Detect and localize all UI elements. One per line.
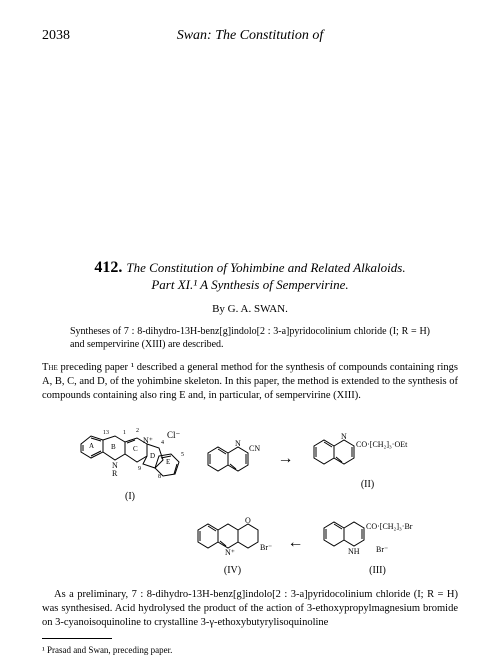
svg-text:5: 5	[181, 452, 184, 458]
label-III: (III)	[369, 565, 386, 576]
side-chain-II: CO·[CH₂]₃·OEt	[356, 440, 408, 449]
diagram-row-1: A B C D E N R N⁺ Cl⁻ 1 2 4 5 8 9 13 (I)	[73, 416, 428, 502]
abstract: Syntheses of 7 : 8-dihydro-13H-benz[g]in…	[70, 325, 430, 351]
author: By G. A. SWAN.	[42, 303, 458, 315]
title-line-2: Part XI.¹ A Synthesis of Sempervirine.	[42, 277, 458, 293]
counterion-Br-III: Br⁻	[376, 545, 388, 554]
chemical-diagrams: A B C D E N R N⁺ Cl⁻ 1 2 4 5 8 9 13 (I)	[42, 412, 458, 580]
page-header: 2038 Swan: The Constitution of	[42, 28, 458, 44]
structure-III-svg: NH CO·[CH₂]₃·Br Br⁻	[318, 510, 438, 562]
ring-label-C: C	[133, 445, 138, 453]
atom-NH-III: NH	[348, 547, 360, 556]
svg-text:9: 9	[138, 466, 141, 472]
arrow-right-1: →	[278, 450, 294, 468]
diagram-row-2: O N⁺ Br⁻ (IV) ← NH CO·[CH₂]₃·Br Br⁻ (I	[63, 510, 438, 576]
atom-N-II: N	[341, 432, 347, 441]
ring-label-D: D	[150, 452, 155, 460]
ring-label-E: E	[166, 458, 170, 466]
atom-N-IIa: N	[235, 439, 241, 448]
svg-text:4: 4	[161, 440, 164, 446]
structure-IV: O N⁺ Br⁻ (IV)	[192, 510, 274, 576]
running-title: Swan: The Constitution of	[177, 28, 324, 44]
counterion-Cl: Cl⁻	[167, 430, 181, 440]
svg-text:13: 13	[103, 430, 109, 436]
structure-I-svg: A B C D E N R N⁺ Cl⁻ 1 2 4 5 8 9 13	[73, 416, 188, 488]
structure-III: NH CO·[CH₂]₃·Br Br⁻ (III)	[318, 510, 438, 576]
footnote-1: ¹ Prasad and Swan, preceding paper.	[42, 645, 458, 655]
footnote-separator	[42, 638, 112, 639]
svg-text:1: 1	[123, 430, 126, 436]
counterion-Br-IV: Br⁻	[260, 543, 272, 552]
ring-label-A: A	[89, 442, 94, 450]
atom-Nplus: N⁺	[143, 436, 153, 445]
label-I: (I)	[125, 491, 135, 502]
paragraph-2: As a preliminary, 7 : 8-dihydro-13H-benz…	[42, 588, 458, 631]
structure-II: N CO·[CH₂]₃·OEt (II)	[308, 428, 428, 490]
arrow-left: ←	[288, 534, 304, 552]
structure-IIa: N CN	[202, 435, 264, 483]
side-chain-III: CO·[CH₂]₃·Br	[366, 522, 413, 531]
ring-label-B: B	[111, 443, 116, 451]
title-line-1: 412. The Constitution of Yohimbine and R…	[42, 259, 458, 277]
label-II: (II)	[361, 479, 374, 490]
svg-text:2: 2	[136, 428, 139, 434]
group-CN: CN	[249, 444, 260, 453]
svg-text:8: 8	[158, 474, 161, 480]
footnote-block: ¹ Prasad and Swan, preceding paper.	[42, 638, 458, 655]
structure-IV-svg: O N⁺ Br⁻	[192, 510, 274, 562]
article-title-block: 412. The Constitution of Yohimbine and R…	[42, 259, 458, 293]
atom-O-IV: O	[245, 516, 251, 525]
article-number: 412.	[94, 259, 122, 276]
title-text-1: The Constitution of Yohimbine and Relate…	[126, 260, 405, 275]
para1-rest: preceding paper ¹ described a general me…	[42, 362, 458, 401]
page-number: 2038	[42, 28, 70, 44]
para1-prefix: The	[42, 362, 58, 373]
structure-II-svg: N CO·[CH₂]₃·OEt	[308, 428, 428, 476]
atom-Nplus-IV: N⁺	[225, 548, 235, 557]
structure-I: A B C D E N R N⁺ Cl⁻ 1 2 4 5 8 9 13 (I)	[73, 416, 188, 502]
atom-R: R	[112, 469, 118, 478]
label-IV: (IV)	[224, 565, 241, 576]
structure-IIa-svg: N CN	[202, 435, 264, 483]
paragraph-1: The preceding paper ¹ described a genera…	[42, 361, 458, 404]
para2-text: As a preliminary, 7 : 8-dihydro-13H-benz…	[42, 589, 458, 628]
